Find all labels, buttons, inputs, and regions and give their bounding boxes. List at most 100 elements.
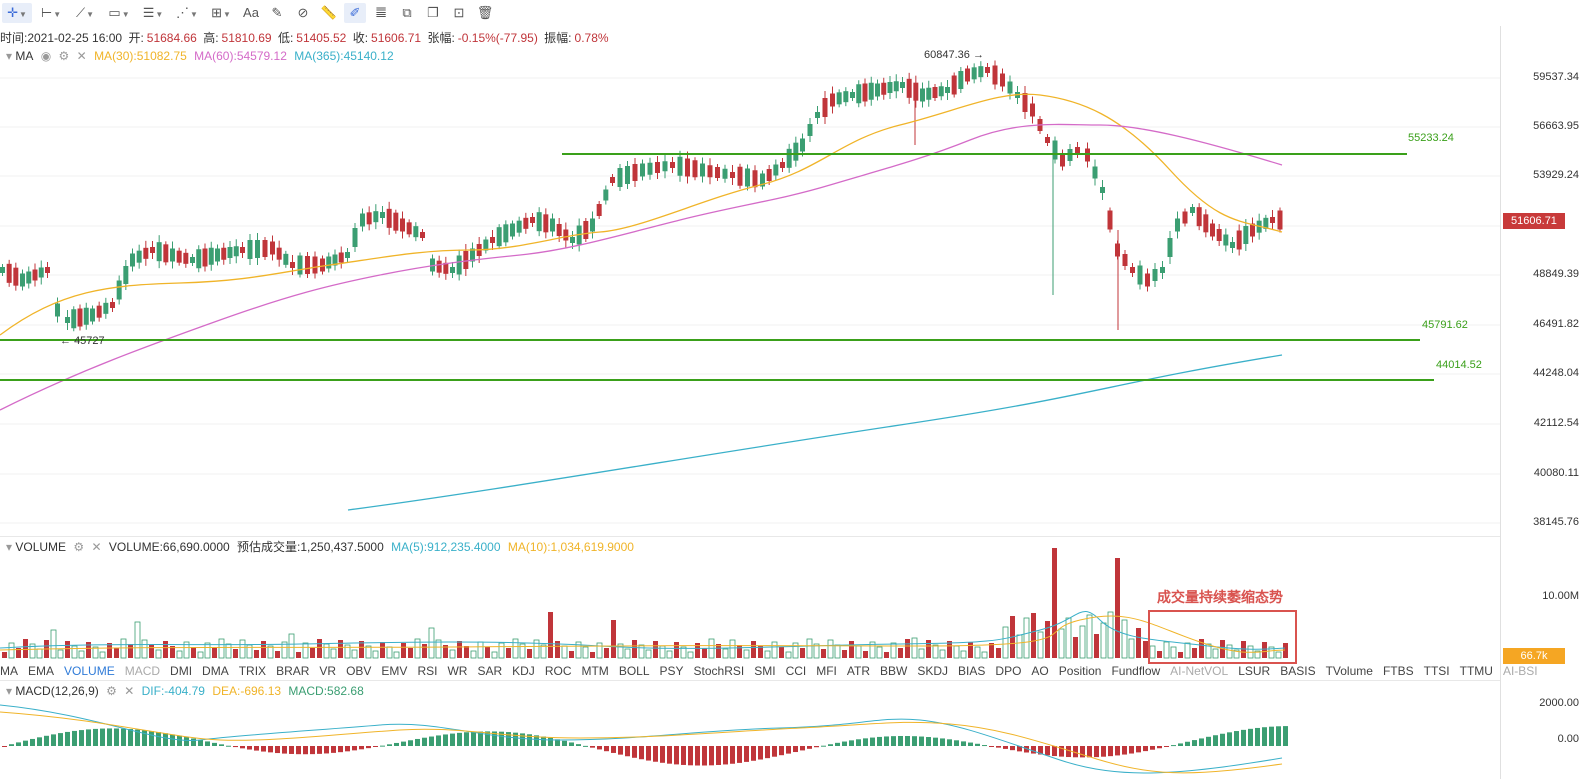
candle-body — [183, 252, 189, 264]
tab-fundflow[interactable]: Fundflow — [1111, 664, 1161, 678]
collapse-icon[interactable]: ▾ — [6, 49, 13, 63]
chevron-down-icon[interactable]: ▼ — [155, 10, 164, 19]
tab-psy[interactable]: PSY — [659, 664, 684, 678]
tab-ai-bsi[interactable]: AI-BSI — [1502, 664, 1538, 678]
macd-bar — [317, 746, 322, 754]
tab-brar[interactable]: BRAR — [276, 664, 310, 678]
tab-kdj[interactable]: KDJ — [512, 664, 535, 678]
volume-bar — [1199, 639, 1204, 658]
lock-tool[interactable]: 𝍤 — [370, 3, 392, 23]
pencil-tool[interactable]: ✐ — [344, 3, 366, 23]
volume-bar — [86, 642, 91, 658]
tab-boll[interactable]: BOLL — [618, 664, 650, 678]
eye-icon[interactable]: ◉ — [40, 49, 52, 63]
macd-bar — [1108, 746, 1113, 757]
tab-skdj[interactable]: SKDJ — [917, 664, 949, 678]
tab-ftbs[interactable]: FTBS — [1382, 664, 1414, 678]
tab-dmi[interactable]: DMI — [170, 664, 193, 678]
measure-tool[interactable]: ⊞▼ — [206, 3, 236, 23]
chevron-down-icon[interactable]: ▼ — [86, 10, 95, 19]
macd-bar — [793, 746, 798, 753]
collapse-icon[interactable]: ▾ — [6, 684, 13, 698]
tab-tvolume[interactable]: TVolume — [1325, 664, 1373, 678]
horizontal-ray-tool[interactable]: ⊢▼ — [36, 3, 66, 23]
chevron-down-icon[interactable]: ▼ — [190, 10, 198, 19]
magnet-tool[interactable]: ⊘ — [292, 3, 314, 23]
tab-lsur[interactable]: LSUR — [1238, 664, 1271, 678]
tab-smi[interactable]: SMI — [754, 664, 776, 678]
candle-body — [1175, 218, 1180, 232]
ma-title: MA — [15, 49, 34, 63]
change-value: -0.15%(-77.95) — [457, 31, 538, 45]
tab-rsi[interactable]: RSI — [417, 664, 438, 678]
volume-bar — [36, 648, 43, 659]
tab-ma[interactable]: MA — [0, 664, 18, 678]
volume-bar — [842, 650, 847, 658]
tab-roc[interactable]: ROC — [544, 664, 572, 678]
chevron-down-icon[interactable]: ▼ — [121, 10, 130, 19]
candle-body — [262, 240, 268, 257]
tab-vr[interactable]: VR — [319, 664, 337, 678]
tab-ai-netvol[interactable]: AI-NetVOL — [1170, 664, 1229, 678]
tab-position[interactable]: Position — [1058, 664, 1102, 678]
fib-tool[interactable]: ☰▼ — [138, 3, 168, 23]
candle-body — [1122, 254, 1128, 266]
volume-bar — [1058, 628, 1065, 659]
tab-macd[interactable]: MACD — [124, 664, 161, 678]
level-label-support-2: 44014.52 — [1436, 359, 1482, 371]
crosshair-icon: ✛ — [7, 5, 18, 20]
rectangle-tool[interactable]: ▭▼ — [104, 3, 134, 23]
tab-basis[interactable]: BASIS — [1280, 664, 1316, 678]
tab-stochrsi[interactable]: StochRSI — [693, 664, 745, 678]
tab-mfi[interactable]: MFI — [816, 664, 837, 678]
settings-icon[interactable]: ⚙ — [73, 540, 85, 554]
tab-cci[interactable]: CCI — [785, 664, 807, 678]
pattern-tool[interactable]: ⋰▼ — [172, 3, 202, 23]
clone-tool[interactable]: ❐ — [422, 3, 444, 23]
tab-dma[interactable]: DMA — [202, 664, 229, 678]
tab-wr[interactable]: WR — [447, 664, 468, 678]
crosshair-tool[interactable]: ✛▼ — [2, 3, 32, 23]
copy-tool[interactable]: ⧉ — [396, 3, 418, 23]
tab-mtm[interactable]: MTM — [581, 664, 609, 678]
tab-ao[interactable]: AO — [1031, 664, 1049, 678]
chevron-down-icon[interactable]: ▼ — [18, 10, 27, 19]
hide-tool[interactable]: ⊡ — [448, 3, 470, 23]
tab-atr[interactable]: ATR — [846, 664, 871, 678]
collapse-icon[interactable]: ▾ — [6, 540, 13, 554]
delete-tool[interactable]: 🗑 — [474, 3, 496, 23]
tab-sar[interactable]: SAR — [477, 664, 503, 678]
tab-trix[interactable]: TRIX — [238, 664, 267, 678]
tab-bbw[interactable]: BBW — [880, 664, 908, 678]
candle-body — [938, 86, 944, 97]
settings-icon[interactable]: ⚙ — [106, 684, 117, 698]
tab-dpo[interactable]: DPO — [995, 664, 1022, 678]
macd-bar — [1010, 746, 1015, 751]
macd-bar — [450, 733, 455, 746]
settings-icon[interactable]: ⚙ — [58, 49, 70, 63]
volume-bar — [225, 643, 232, 659]
tab-obv[interactable]: OBV — [346, 664, 372, 678]
candle-body — [163, 244, 169, 263]
volume-bar — [1016, 634, 1023, 659]
tab-ema[interactable]: EMA — [28, 664, 55, 678]
close-icon[interactable]: ✕ — [76, 49, 87, 63]
ruler-tool[interactable]: 📏 — [318, 3, 340, 23]
tab-ttmu[interactable]: TTMU — [1459, 664, 1493, 678]
brush-tool[interactable]: ✎ — [266, 3, 288, 23]
chevron-down-icon[interactable]: ▼ — [222, 10, 231, 19]
tab-volume[interactable]: VOLUME — [64, 664, 115, 678]
candle-body — [900, 82, 905, 88]
close-icon[interactable]: ✕ — [91, 540, 102, 554]
close-icon[interactable]: ✕ — [124, 684, 135, 698]
chevron-down-icon[interactable]: ▼ — [53, 10, 62, 19]
tab-ttsi[interactable]: TTSI — [1423, 664, 1450, 678]
tab-emv[interactable]: EMV — [381, 664, 408, 678]
text-tool[interactable]: Aa — [240, 3, 262, 23]
volume-bar — [968, 642, 973, 658]
macd-bar — [30, 738, 35, 746]
tab-bias[interactable]: BIAS — [958, 664, 986, 678]
macd-bar — [422, 737, 427, 746]
trendline-tool[interactable]: ⟋▼ — [70, 3, 100, 23]
